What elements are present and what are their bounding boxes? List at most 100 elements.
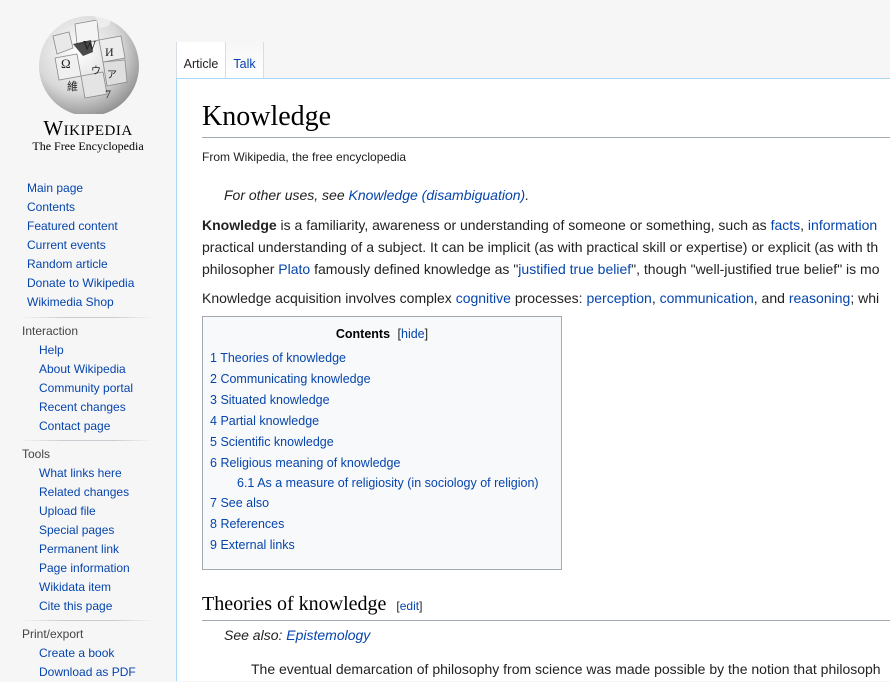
theories-paragraph: The eventual demarcation of philosophy f… bbox=[251, 661, 881, 677]
toc-link[interactable]: Situated knowledge bbox=[220, 393, 330, 407]
toc-item[interactable]: 3 Situated knowledge bbox=[210, 390, 539, 411]
text-span: ; whi bbox=[850, 290, 880, 306]
toc-link[interactable]: Scientific knowledge bbox=[220, 435, 334, 449]
toc-hide-link[interactable]: hide bbox=[401, 327, 425, 341]
communication-link[interactable]: communication bbox=[659, 290, 754, 306]
article-content: Knowledge From Wikipedia, the free encyc… bbox=[176, 78, 890, 681]
portal-heading: Print/export bbox=[22, 627, 84, 641]
toc-item[interactable]: 8 References bbox=[210, 514, 539, 535]
nav-link-related-changes[interactable]: Related changes bbox=[39, 485, 130, 499]
nav-link-wikidata-item[interactable]: Wikidata item bbox=[39, 580, 112, 594]
tagline: The Free Encyclopedia bbox=[32, 139, 144, 153]
title-divider bbox=[202, 137, 890, 138]
portal-divider bbox=[18, 620, 154, 621]
text-span: , bbox=[800, 217, 808, 233]
toc-item[interactable]: 6 Religious meaning of knowledge bbox=[210, 453, 539, 474]
toc-number: 3 bbox=[210, 393, 217, 407]
nav-link-upload-file[interactable]: Upload file bbox=[39, 504, 96, 518]
portal-heading: Interaction bbox=[22, 324, 79, 338]
toc-hide-toggle[interactable]: [hide] bbox=[397, 327, 429, 341]
see-also-label: See also: bbox=[224, 627, 287, 643]
text-span: ", though "well-justified true belief" i… bbox=[631, 261, 880, 277]
nav-link-contents[interactable]: Contents bbox=[27, 200, 76, 214]
portal-divider bbox=[18, 317, 154, 318]
nav-link-what-links-here[interactable]: What links here bbox=[39, 466, 122, 480]
nav-link-page-information[interactable]: Page information bbox=[39, 561, 130, 575]
nav-link-recent-changes[interactable]: Recent changes bbox=[39, 400, 126, 414]
wordmark: Wikipedia bbox=[43, 116, 133, 140]
globe-glyph-a: ア bbox=[107, 70, 117, 81]
toc-item[interactable]: 1 Theories of knowledge bbox=[210, 348, 539, 369]
text-span: Knowledge acquisition involves complex bbox=[202, 290, 456, 306]
toc-number: 2 bbox=[210, 372, 217, 386]
toc-link[interactable]: Theories of knowledge bbox=[220, 351, 346, 365]
nav-link-community-portal[interactable]: Community portal bbox=[39, 381, 134, 395]
toc-link[interactable]: As a measure of religiosity (in sociolog… bbox=[257, 476, 539, 490]
toc-number: 8 bbox=[210, 517, 217, 531]
disambiguation-link[interactable]: Knowledge (disambiguation) bbox=[348, 187, 526, 203]
nav-link-help[interactable]: Help bbox=[39, 343, 64, 357]
toc-link[interactable]: Religious meaning of knowledge bbox=[220, 456, 401, 470]
toc-link[interactable]: Communicating knowledge bbox=[220, 372, 371, 386]
plato-link[interactable]: Plato bbox=[278, 261, 311, 277]
wikipedia-logo[interactable]: W Ω И 維 ウ ア 7 Wikipedia The Free Encyclo… bbox=[0, 0, 176, 170]
toc-item[interactable]: 7 See also bbox=[210, 493, 539, 514]
text-span: philosopher bbox=[202, 261, 279, 277]
perception-link[interactable]: perception bbox=[586, 290, 652, 306]
nav-link-special-pages[interactable]: Special pages bbox=[39, 523, 115, 537]
toc-link[interactable]: References bbox=[220, 517, 285, 531]
tab-article[interactable]: Article bbox=[176, 42, 225, 78]
nav-link-contact-page[interactable]: Contact page bbox=[39, 419, 111, 433]
toc-link[interactable]: See also bbox=[220, 496, 270, 510]
text-span: , and bbox=[753, 290, 789, 306]
intro-line-2: practical understanding of a subject. It… bbox=[202, 239, 879, 255]
nav-link-current-events[interactable]: Current events bbox=[27, 238, 106, 252]
cognitive-link[interactable]: cognitive bbox=[455, 290, 511, 306]
toc-subitem[interactable]: 6.1 As a measure of religiosity (in soci… bbox=[210, 474, 539, 493]
toc-title: Contents bbox=[335, 327, 391, 341]
information-link[interactable]: information bbox=[807, 217, 878, 233]
text-span: , bbox=[651, 290, 660, 306]
toc-item[interactable]: 9 External links bbox=[210, 535, 539, 556]
nav-link-download-as-pdf[interactable]: Download as PDF bbox=[39, 665, 136, 679]
table-of-contents: Contents [hide] 1 Theories of knowledge … bbox=[202, 316, 562, 570]
globe-glyph-u: ウ bbox=[91, 65, 101, 77]
section-edit[interactable]: [edit] bbox=[396, 599, 423, 613]
section-heading: Theories of knowledge [edit] bbox=[202, 593, 422, 616]
epistemology-link[interactable]: Epistemology bbox=[286, 627, 371, 643]
globe-glyph-wei: 維 bbox=[67, 80, 78, 93]
toc-item[interactable]: 4 Partial knowledge bbox=[210, 411, 539, 432]
toc-link[interactable]: External links bbox=[220, 538, 295, 552]
section-divider bbox=[202, 620, 890, 621]
toc-number: 6.1 bbox=[237, 476, 255, 490]
nav-link-wikimedia-shop[interactable]: Wikimedia Shop bbox=[27, 295, 114, 309]
nav-link-permanent-link[interactable]: Permanent link bbox=[39, 542, 120, 556]
nav-link-cite-this-page[interactable]: Cite this page bbox=[39, 599, 113, 613]
toc-header: Contents [hide] bbox=[203, 327, 561, 341]
nav-link-about-wikipedia[interactable]: About Wikipedia bbox=[39, 362, 126, 376]
reasoning-link[interactable]: reasoning bbox=[788, 290, 851, 306]
intro-line-1: Knowledge is a familiarity, awareness or… bbox=[202, 214, 880, 236]
toc-item[interactable]: 2 Communicating knowledge bbox=[210, 369, 539, 390]
nav-link-main-page[interactable]: Main page bbox=[27, 181, 84, 195]
toc-number: 6 bbox=[210, 456, 217, 470]
section-edit-link[interactable]: edit bbox=[399, 599, 420, 613]
toc-item[interactable]: 5 Scientific knowledge bbox=[210, 432, 539, 453]
toc-number: 1 bbox=[210, 351, 217, 365]
puzzle-globe-icon: W Ω И 維 ウ ア 7 bbox=[39, 14, 139, 114]
toc-link[interactable]: Partial knowledge bbox=[220, 414, 320, 428]
hatnote-period: . bbox=[525, 187, 530, 203]
nav-link-donate[interactable]: Donate to Wikipedia bbox=[27, 276, 135, 290]
nav-link-random-article[interactable]: Random article bbox=[27, 257, 108, 271]
toc-number: 9 bbox=[210, 538, 217, 552]
sidebar: W Ω И 維 ウ ア 7 Wikipedia The Free Encyclo… bbox=[0, 0, 176, 680]
nav-link-featured-content[interactable]: Featured content bbox=[27, 219, 118, 233]
nav-link-create-a-book[interactable]: Create a book bbox=[39, 646, 115, 660]
intro-line-3: philosopher Plato famously defined knowl… bbox=[202, 258, 880, 280]
tab-talk[interactable]: Talk bbox=[225, 42, 264, 78]
main-navigation: Main page Contents Featured content Curr… bbox=[27, 179, 134, 312]
portal-divider bbox=[18, 440, 154, 441]
facts-link[interactable]: facts bbox=[770, 217, 801, 233]
justified-true-belief-link[interactable]: justified true belief bbox=[518, 261, 632, 277]
globe-glyph-i: И bbox=[105, 45, 114, 59]
